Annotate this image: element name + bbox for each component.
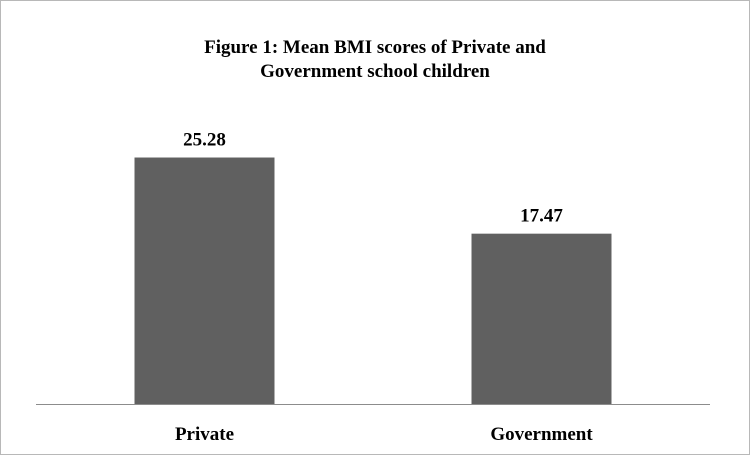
chart-title-line-2: Government school children xyxy=(260,61,490,82)
value-labels-group: 25.28 17.47 xyxy=(183,130,563,227)
category-label-government: Government xyxy=(490,424,593,445)
value-label-private: 25.28 xyxy=(183,130,226,151)
bar-private xyxy=(134,157,275,404)
bar-government xyxy=(471,233,612,404)
chart-title-line-1: Figure 1: Mean BMI scores of Private and xyxy=(204,37,546,58)
chart-title: Figure 1: Mean BMI scores of Private and… xyxy=(0,36,750,84)
category-labels-group: Private Government xyxy=(175,424,593,445)
category-label-private: Private xyxy=(175,424,234,445)
value-label-government: 17.47 xyxy=(520,206,563,227)
bars-group xyxy=(134,157,612,404)
